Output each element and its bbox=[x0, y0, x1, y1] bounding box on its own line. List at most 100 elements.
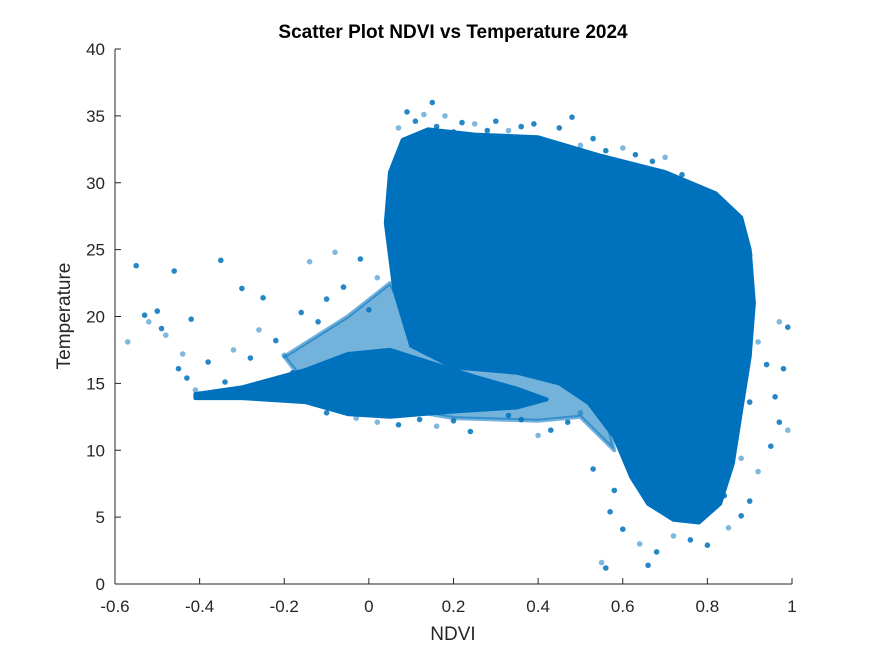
scatter-point bbox=[133, 262, 139, 269]
scatter-point bbox=[357, 256, 364, 262]
scatter-point bbox=[577, 328, 584, 335]
y-axis-ticks: 0 5 10 15 20 25 30 35 40 bbox=[86, 40, 121, 594]
scatter-point bbox=[776, 419, 783, 426]
scatter-point bbox=[645, 562, 651, 569]
scatter-point bbox=[598, 201, 605, 207]
scatter-point bbox=[738, 455, 744, 462]
scatter-point bbox=[670, 450, 677, 456]
x-tick-label: 0.6 bbox=[611, 597, 635, 616]
scatter-point bbox=[564, 419, 571, 426]
scatter-point bbox=[649, 158, 656, 165]
scatter-point bbox=[713, 204, 719, 210]
scatter-point bbox=[395, 125, 402, 131]
y-tick-label: 15 bbox=[86, 374, 105, 393]
scatter-point bbox=[412, 118, 419, 124]
scatter-point bbox=[374, 419, 381, 426]
scatter-point bbox=[196, 391, 203, 397]
scatter-point bbox=[535, 432, 541, 439]
scatter-point bbox=[620, 526, 626, 532]
scatter-point bbox=[175, 365, 182, 372]
y-tick-label: 5 bbox=[96, 508, 105, 527]
scatter-point bbox=[780, 365, 787, 372]
scatter-point bbox=[205, 359, 211, 365]
scatter-point bbox=[535, 356, 541, 363]
scatter-point bbox=[548, 427, 554, 434]
scatter-point bbox=[247, 355, 254, 361]
scatter-point bbox=[636, 541, 643, 547]
scatter-point bbox=[450, 332, 457, 339]
scatter-point bbox=[395, 422, 402, 428]
scatter-point bbox=[514, 171, 520, 178]
scatter-point bbox=[399, 212, 406, 218]
scatter-point bbox=[459, 119, 465, 126]
scatter-point bbox=[704, 383, 711, 389]
scatter-point bbox=[344, 399, 351, 405]
scatter-point bbox=[467, 428, 474, 435]
scatter-point bbox=[213, 394, 220, 400]
scatter-point bbox=[374, 274, 381, 281]
dense-point-cloud bbox=[193, 127, 756, 525]
scatter-points bbox=[124, 99, 791, 571]
scatter-point bbox=[785, 324, 791, 331]
scatter-point bbox=[725, 525, 732, 531]
scatter-point bbox=[746, 399, 753, 405]
scatter-point bbox=[484, 406, 491, 412]
scatter-point bbox=[154, 308, 161, 314]
scatter-point bbox=[662, 495, 668, 502]
scatter-point bbox=[704, 542, 711, 548]
scatter-point bbox=[230, 347, 237, 353]
scatter-point bbox=[603, 565, 609, 571]
scatter-point bbox=[620, 145, 626, 151]
scatter-point bbox=[289, 369, 296, 376]
scatter-point bbox=[725, 300, 732, 306]
scatter-point bbox=[746, 498, 753, 504]
scatter-point bbox=[383, 406, 389, 412]
scatter-point bbox=[179, 351, 186, 357]
scatter-point bbox=[641, 434, 647, 440]
scatter-haze bbox=[282, 281, 617, 453]
scatter-point bbox=[332, 249, 338, 256]
scatter-point bbox=[679, 171, 685, 178]
scatter-point bbox=[776, 319, 783, 325]
scatter-point bbox=[505, 127, 512, 134]
scatter-point bbox=[315, 319, 321, 325]
scatter-point bbox=[218, 257, 224, 264]
scatter-point bbox=[772, 394, 778, 400]
scatter-point bbox=[556, 125, 563, 131]
y-tick-label: 0 bbox=[96, 575, 105, 594]
scatter-point bbox=[755, 339, 761, 345]
scatter-point bbox=[429, 193, 436, 199]
scatter-point bbox=[222, 379, 228, 385]
x-tick-label: 0.4 bbox=[526, 597, 550, 616]
scatter-point bbox=[493, 118, 499, 124]
scatter-point bbox=[256, 327, 262, 333]
scatter-point bbox=[696, 514, 702, 520]
scatter-point bbox=[323, 296, 330, 302]
scatter-point bbox=[404, 109, 410, 115]
scatter-point bbox=[556, 182, 563, 189]
scatter-point bbox=[746, 252, 753, 258]
scatter-point bbox=[785, 427, 791, 434]
x-tick-label: -0.6 bbox=[100, 597, 129, 616]
scatter-point bbox=[433, 123, 440, 130]
scatter-point bbox=[421, 111, 427, 118]
scatter-point bbox=[662, 367, 668, 373]
scatter-point bbox=[323, 410, 330, 416]
x-tick-label: 0.2 bbox=[442, 597, 466, 616]
x-axis-ticks: -0.6 -0.4 -0.2 0 0.2 0.4 0.6 0.8 1 bbox=[100, 578, 797, 616]
scatter-point bbox=[429, 99, 436, 106]
scatter-point bbox=[518, 123, 524, 130]
chart-title: Scatter Plot NDVI vs Temperature 2024 bbox=[278, 22, 628, 43]
x-tick-label: 1 bbox=[787, 597, 796, 616]
scatter-point bbox=[260, 295, 266, 301]
y-tick-label: 40 bbox=[86, 40, 105, 59]
scatter-point bbox=[260, 394, 266, 400]
scatter-point bbox=[306, 258, 313, 265]
scatter-point bbox=[163, 332, 169, 339]
scatter-point bbox=[273, 337, 279, 344]
scatter-point bbox=[577, 142, 584, 149]
scatter-point bbox=[763, 361, 770, 368]
scatter-point bbox=[590, 135, 596, 142]
scatter-point bbox=[670, 533, 677, 539]
scatter-point bbox=[391, 177, 398, 183]
